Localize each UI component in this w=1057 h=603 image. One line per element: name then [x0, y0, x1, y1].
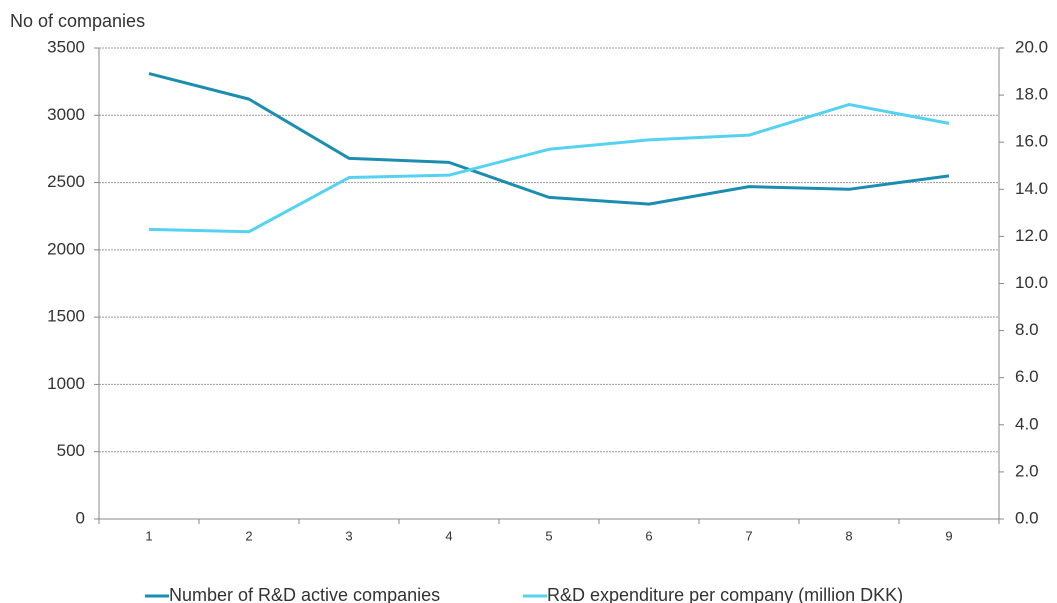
x-tick-label: 9	[945, 528, 952, 543]
y2-tick-label: 16.0	[1015, 132, 1048, 151]
y2-tick-label: 0.0	[1015, 508, 1039, 527]
x-tick-label: 6	[645, 528, 652, 543]
x-tick-label: 4	[445, 528, 452, 543]
y2-tick-label: 14.0	[1015, 179, 1048, 198]
x-tick-label: 7	[745, 528, 752, 543]
series-line	[148, 103, 950, 234]
x-tick-label: 5	[545, 528, 552, 543]
y2-tick-label: 20.0	[1015, 37, 1048, 56]
y2-tick-label: 6.0	[1015, 367, 1039, 386]
y-tick-label: 1500	[47, 307, 85, 326]
y2-tick-label: 4.0	[1015, 414, 1039, 433]
y-axis-label: No of companies	[10, 11, 145, 31]
y-tick-label: 2000	[47, 239, 85, 258]
x-tick-label: 8	[845, 528, 852, 543]
x-tick-label: 1	[145, 528, 152, 543]
y2-tick-label: 18.0	[1015, 85, 1048, 104]
y2-tick-label: 12.0	[1015, 226, 1048, 245]
legend-label: R&D expenditure per company (million DKK…	[547, 585, 903, 603]
x-tick-label: 2	[245, 528, 252, 543]
y-tick-label: 3500	[47, 37, 85, 56]
y-tick-label: 2500	[47, 172, 85, 191]
y2-tick-label: 10.0	[1015, 273, 1048, 292]
y-tick-label: 500	[57, 441, 85, 460]
y2-tick-label: 8.0	[1015, 320, 1039, 339]
y-tick-label: 3000	[47, 105, 85, 124]
y2-tick-label: 2.0	[1015, 461, 1039, 480]
y-tick-label: 1000	[47, 374, 85, 393]
legend-label: Number of R&D active companies	[169, 585, 440, 603]
y-tick-label: 0	[76, 508, 85, 527]
x-tick-label: 3	[345, 528, 352, 543]
series-line	[148, 72, 950, 206]
